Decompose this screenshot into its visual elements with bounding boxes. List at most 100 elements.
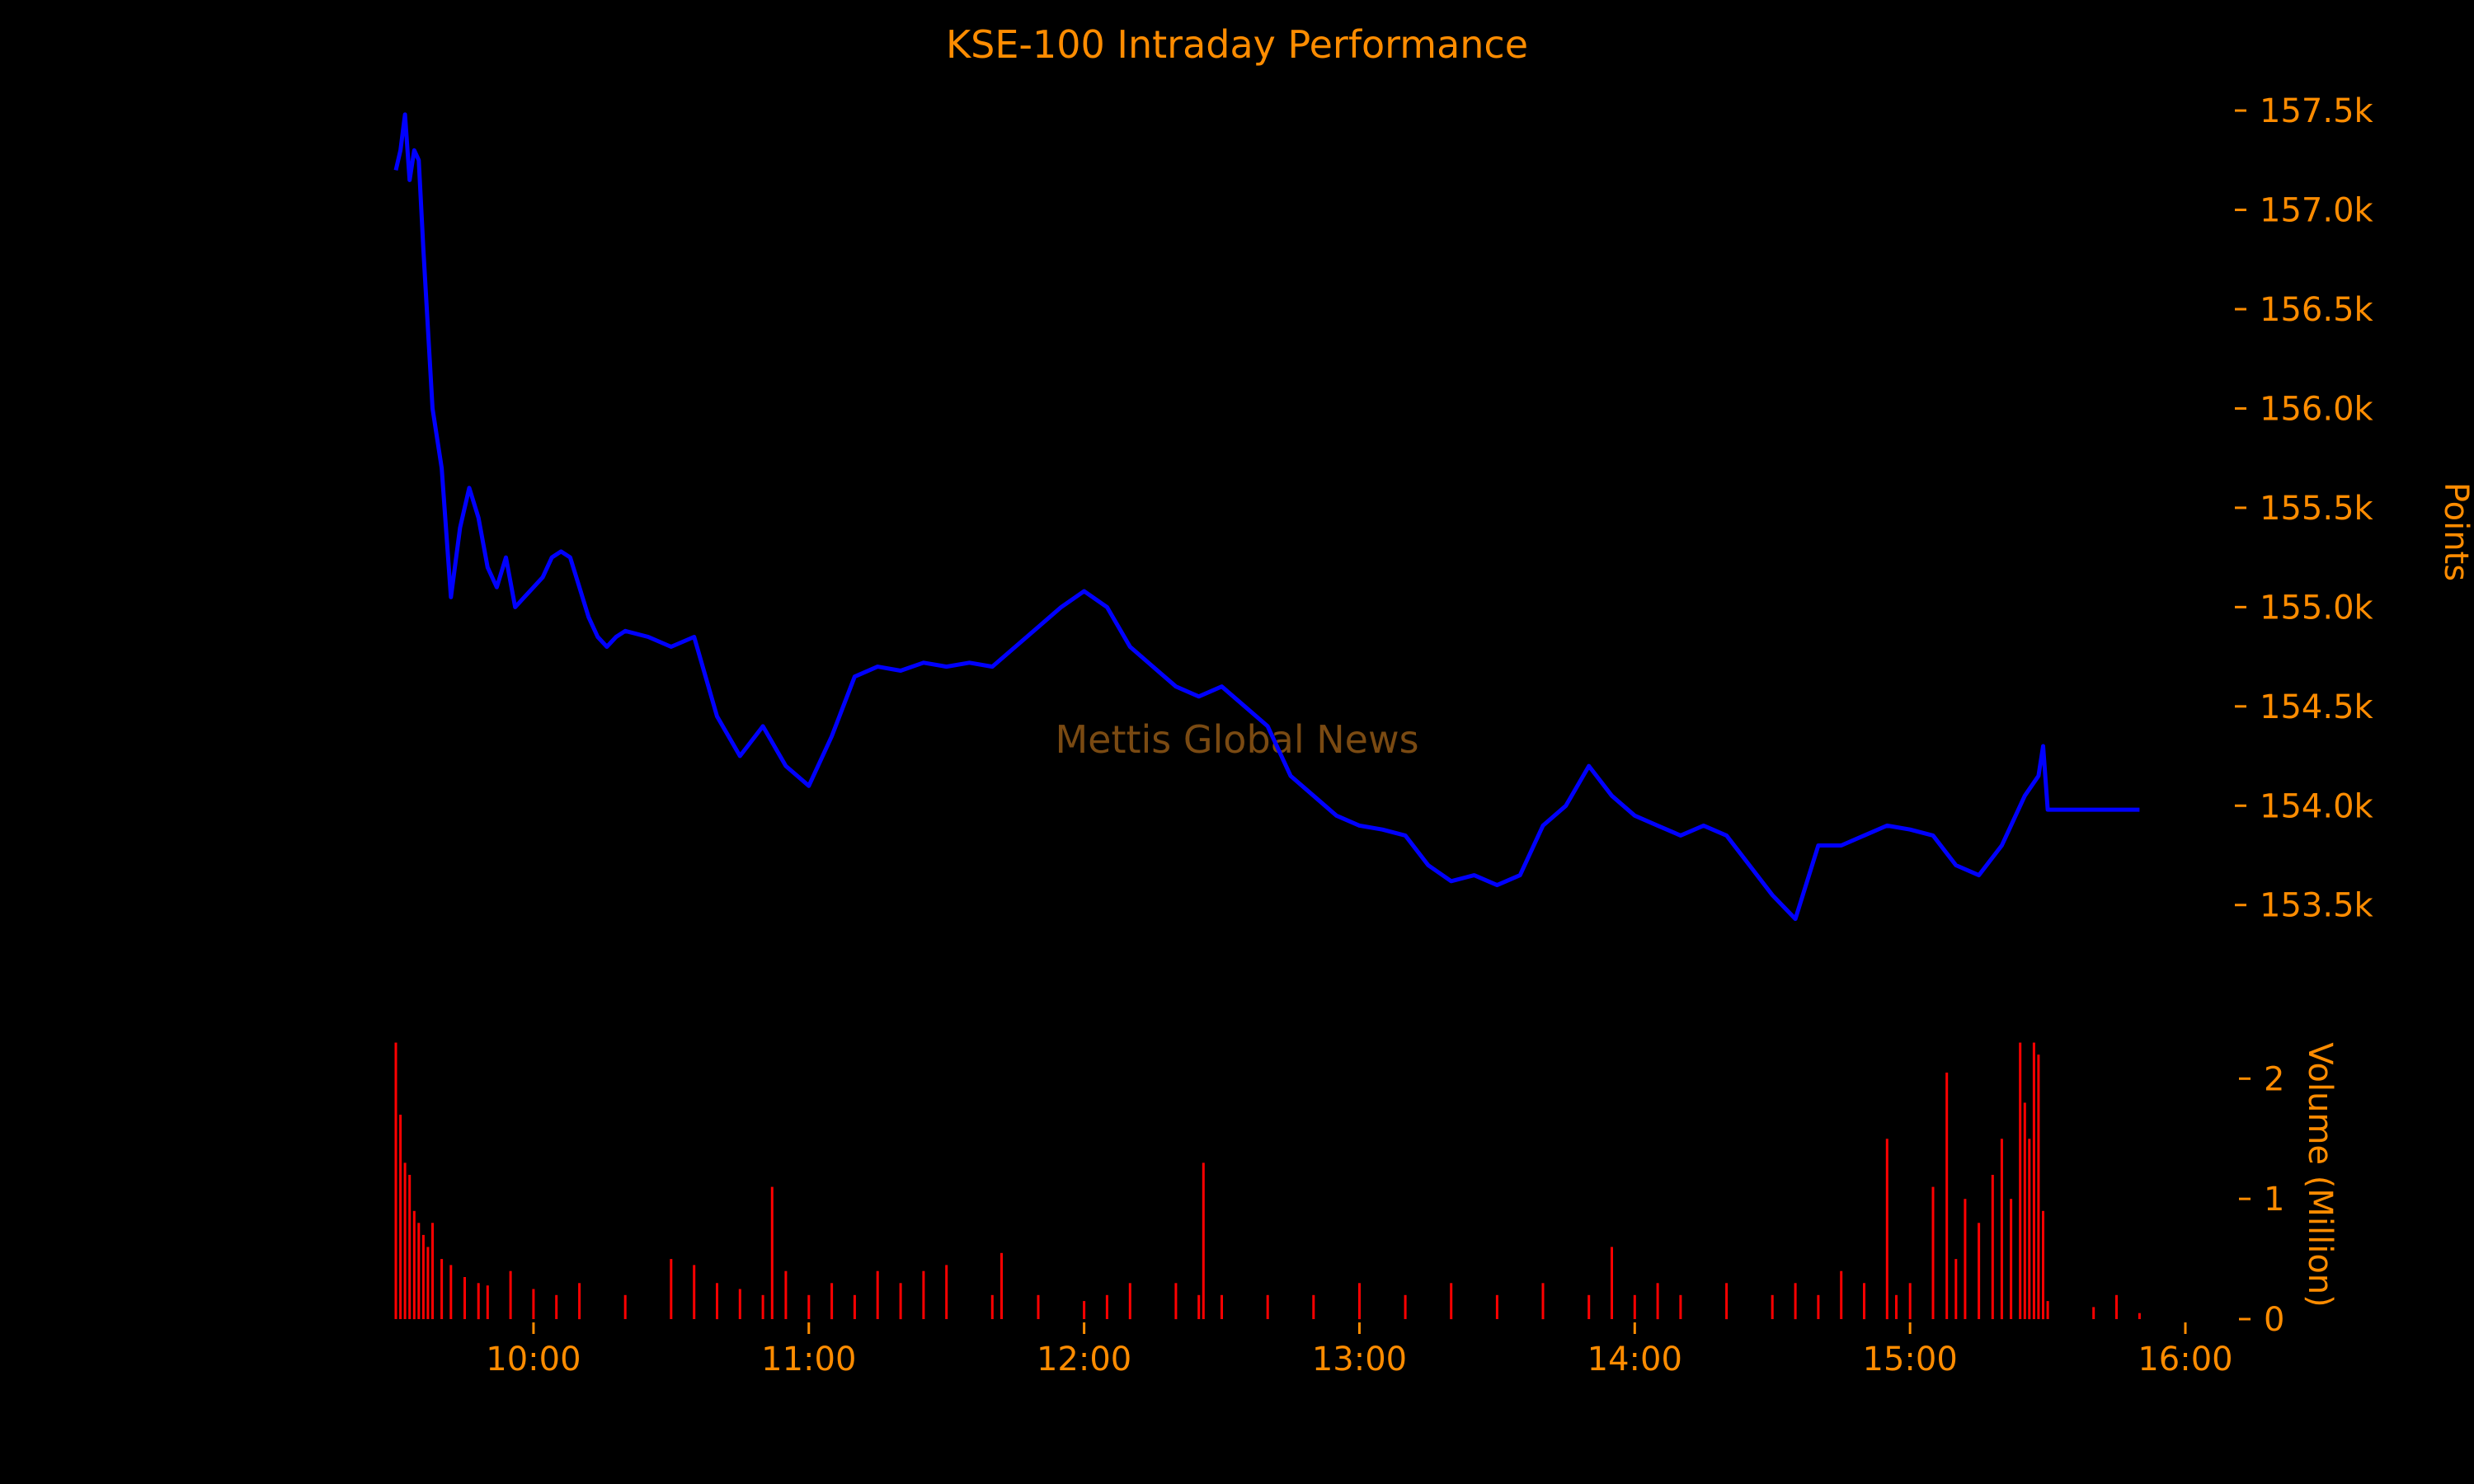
price-tick-label: 157.0k — [2260, 192, 2374, 230]
volume-bar — [2037, 1054, 2040, 1319]
volume-bar — [830, 1283, 834, 1320]
volume-tick-label: 0 — [2264, 1301, 2284, 1339]
time-tick-label: 14:00 — [1587, 1341, 1682, 1378]
time-tick-label: 16:00 — [2138, 1341, 2232, 1378]
volume-bar — [2010, 1199, 2013, 1319]
volume-bar — [899, 1283, 902, 1320]
volume-bar — [1358, 1283, 1361, 1320]
volume-bar — [922, 1270, 925, 1319]
volume-bar — [1885, 1139, 1888, 1320]
volume-bar — [1312, 1294, 1315, 1319]
volume-bar — [1895, 1294, 1898, 1319]
volume-bar — [807, 1294, 811, 1319]
volume-bar — [555, 1294, 558, 1319]
price-tick-label: 155.0k — [2260, 589, 2374, 627]
volume-bar — [2138, 1313, 2141, 1319]
volume-bar — [1978, 1223, 1981, 1319]
price-tick-label: 154.5k — [2260, 688, 2374, 726]
volume-bar — [486, 1285, 489, 1319]
volume-bar — [770, 1186, 774, 1319]
price-y-axis: 153.5k 154.0k 154.5k 155.0k 155.5k 156.0k 156.… — [2235, 92, 2374, 925]
volume-bar — [1404, 1294, 1407, 1319]
volume-bar — [1794, 1283, 1797, 1320]
volume-bar — [853, 1294, 856, 1319]
volume-bar — [421, 1234, 425, 1319]
time-x-axis: 10:00 11:00 12:00 13:00 14:00 15:00 16:00 — [486, 1322, 2233, 1378]
volume-bar — [1725, 1283, 1729, 1320]
price-tick-label: 156.5k — [2260, 291, 2374, 329]
volume-bar — [1000, 1252, 1003, 1319]
volume-bar — [1221, 1294, 1223, 1319]
volume-bar — [2028, 1139, 2031, 1320]
volume-bar — [403, 1162, 407, 1319]
volume-bar — [1817, 1294, 1820, 1319]
volume-bar — [1945, 1073, 1949, 1319]
price-tick-label: 155.5k — [2260, 490, 2374, 528]
volume-bar — [990, 1294, 994, 1319]
volume-bar — [417, 1223, 421, 1319]
volume-bar — [1587, 1294, 1591, 1319]
volume-bar — [693, 1265, 696, 1319]
volume-bar — [716, 1283, 718, 1320]
volume-tick-label: 2 — [2264, 1060, 2284, 1098]
volume-bar — [2115, 1294, 2118, 1319]
volume-bar — [408, 1175, 412, 1319]
volume-bar — [1863, 1283, 1865, 1320]
volume-bar — [761, 1294, 764, 1319]
volume-tick-label: 1 — [2264, 1181, 2284, 1219]
time-tick-label: 10:00 — [486, 1341, 581, 1378]
price-tick-label: 156.0k — [2260, 390, 2374, 428]
volume-bar — [1083, 1301, 1086, 1319]
volume-bar — [2023, 1102, 2026, 1319]
volume-bar — [1840, 1270, 1843, 1319]
volume-bar — [394, 1042, 397, 1319]
volume-bar — [1656, 1283, 1659, 1320]
volume-bar — [2092, 1307, 2095, 1319]
volume-bar — [1541, 1283, 1545, 1320]
volume-bar — [477, 1283, 480, 1320]
volume-bar — [1908, 1283, 1912, 1320]
volume-bar — [463, 1277, 466, 1319]
volume-bar — [1964, 1199, 1967, 1319]
price-tick-label: 157.5k — [2260, 92, 2374, 130]
time-tick-label: 11:00 — [761, 1341, 856, 1378]
volume-bar — [2046, 1301, 2049, 1319]
time-tick-label: 13:00 — [1312, 1341, 1407, 1378]
price-tick-label: 153.5k — [2260, 887, 2374, 925]
volume-bar — [449, 1265, 453, 1319]
volume-bar — [1037, 1294, 1040, 1319]
volume-bar — [2000, 1139, 2003, 1320]
price-line-plot — [393, 112, 2140, 922]
volume-bar — [440, 1259, 444, 1319]
chart-title: KSE-100 Intraday Performance — [946, 22, 1528, 67]
price-tick-label: 154.0k — [2260, 787, 2374, 825]
volume-bar — [578, 1283, 581, 1320]
volume-bar — [2042, 1210, 2044, 1320]
volume-bar — [2019, 1042, 2022, 1319]
volume-bar — [1495, 1294, 1498, 1319]
volume-bar — [1266, 1294, 1269, 1319]
volume-bar — [532, 1289, 535, 1319]
volume-axis-label: Volume (Million) — [2301, 1042, 2339, 1307]
volume-bar — [1174, 1283, 1178, 1320]
volume-bar — [1128, 1283, 1131, 1320]
volume-bar — [509, 1270, 512, 1319]
price-axis-label: Points — [2437, 482, 2474, 581]
volume-bar — [945, 1265, 948, 1319]
volume-bar — [1197, 1294, 1201, 1319]
volume-y-axis: 0 1 2 — [2239, 1060, 2284, 1339]
volume-bar — [399, 1115, 402, 1319]
volume-bar — [1202, 1162, 1205, 1319]
volume-bar — [1931, 1186, 1935, 1319]
volume-bar — [431, 1223, 434, 1319]
volume-bar — [1679, 1294, 1682, 1319]
time-tick-label: 15:00 — [1863, 1341, 1958, 1378]
volume-bar — [1611, 1247, 1613, 1319]
volume-bar — [1954, 1259, 1958, 1319]
volume-bar — [623, 1294, 627, 1319]
volume-bar — [876, 1270, 879, 1319]
volume-bar — [1633, 1294, 1636, 1319]
